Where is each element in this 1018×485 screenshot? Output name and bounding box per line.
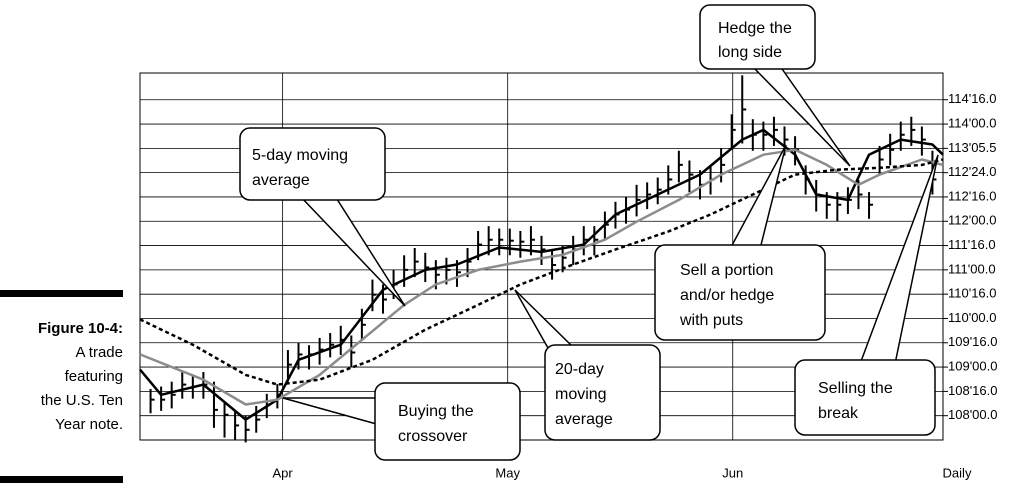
figure-label: Figure 10-4:: [38, 320, 123, 337]
callout: Buying the crossover: [282, 382, 521, 461]
x-tick-label: Jun: [722, 465, 743, 480]
callout: 20-day moving average: [514, 289, 661, 441]
callout-text: break: [818, 405, 859, 422]
plot: 108'00.0 108'16.0 109'00.0 109'16.0 110'00.0…: [139, 72, 997, 480]
y-tick-label: 109'16.0: [948, 334, 997, 349]
moving-average-line: [139, 158, 944, 386]
y-tick-label: 110'16.0: [948, 286, 997, 301]
callout-text: Selling the: [818, 380, 893, 397]
callout-text: moving: [555, 386, 607, 403]
y-tick-label: 109'00.0: [948, 359, 997, 374]
caption-rule: [0, 290, 123, 297]
x-tick-label: Apr: [273, 465, 294, 480]
y-tick-label: 111'00.0: [948, 261, 996, 276]
y-tick-label: 110'00.0: [948, 310, 997, 325]
y-tick-label: 108'16.0: [948, 383, 997, 398]
caption: A trade: [75, 344, 123, 361]
y-tick-label: 113'05.5: [948, 140, 997, 155]
y-tick-label: 114'00.0: [948, 115, 997, 130]
y-tick-label: 111'16.0: [948, 237, 996, 252]
callout: Hedge the long side: [699, 4, 851, 167]
y-tick-label: 112'24.0: [948, 164, 997, 179]
x-axis-label: Daily: [943, 465, 972, 480]
y-tick-label: 114'16.0: [948, 91, 997, 106]
callout-text: average: [555, 411, 613, 428]
moving-average-line: [139, 148, 944, 406]
callout-text: average: [252, 172, 310, 189]
callout-text: 5-day moving: [252, 147, 348, 164]
plot-frame: [139, 72, 944, 441]
caption: featuring: [65, 368, 123, 385]
callout-text: 20-day: [555, 361, 604, 378]
y-tick-label: 108'00.0: [948, 407, 997, 422]
x-tick-label: May: [495, 465, 520, 480]
callouts: Hedge the long side 5-day moving average…: [239, 4, 939, 461]
caption: the U.S. Ten: [41, 392, 123, 409]
callout-text: long side: [718, 44, 782, 61]
callout-text: Buying the: [398, 403, 474, 420]
y-tick-label: 112'00.0: [948, 213, 997, 228]
callout-text: Hedge the: [718, 20, 792, 37]
callout-text: Sell a portion: [680, 262, 773, 279]
callout-text: and/or hedge: [680, 287, 774, 304]
callout: 5-day moving average: [239, 127, 406, 307]
callout-text: crossover: [398, 428, 468, 445]
caption: Year note.: [55, 416, 123, 433]
callout: Selling the break: [794, 154, 939, 436]
y-tick-label: 112'16.0: [948, 188, 997, 203]
callout-text: with puts: [679, 312, 743, 329]
callout: Sell a portion and/or hedge with puts: [654, 144, 826, 341]
caption-rule: [0, 476, 123, 483]
